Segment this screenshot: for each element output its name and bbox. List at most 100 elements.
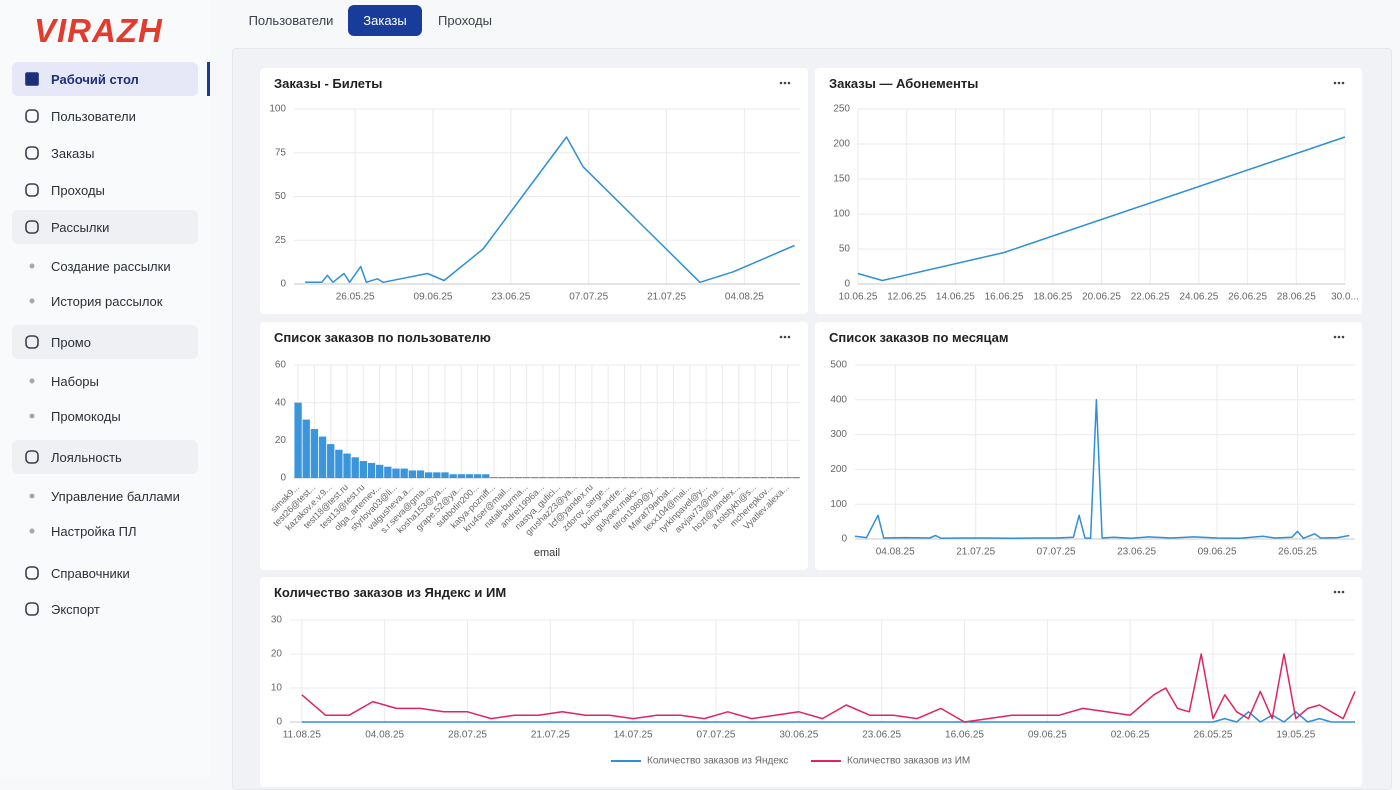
bar <box>555 477 563 478</box>
menu-dot <box>1341 81 1345 85</box>
x-tick-label: 04.08.25 <box>725 292 764 303</box>
menu-dot <box>1337 335 1341 339</box>
series-line <box>301 711 1355 723</box>
nav-item[interactable]: Экспорт <box>12 592 198 626</box>
bar <box>620 477 629 478</box>
nav-icon <box>25 109 39 123</box>
nav-label: Справочники <box>51 565 130 581</box>
y-tick-label: 100 <box>830 499 847 510</box>
x-tick-label: 04.08.25 <box>365 730 404 741</box>
bullet <box>29 493 35 499</box>
nav-item[interactable]: Справочники <box>12 556 198 590</box>
nav-icon <box>25 72 39 86</box>
icon-shape <box>25 566 39 580</box>
tab[interactable]: Пользователи <box>248 13 334 28</box>
series-line <box>301 653 1356 723</box>
y-tick-label: 400 <box>830 394 847 405</box>
nav-item[interactable]: Создание рассылки <box>12 249 198 283</box>
nav-label: Создание рассылки <box>51 258 171 274</box>
nav-item[interactable]: История рассылок <box>12 284 198 318</box>
x-tick-label: 19.05.25 <box>1276 730 1315 741</box>
nav-item[interactable]: Промо <box>12 325 198 359</box>
bar <box>310 429 319 478</box>
x-tick-label: 21.07.25 <box>647 292 686 303</box>
bar <box>547 477 555 478</box>
bar <box>465 474 474 478</box>
x-tick-label: 26.05.25 <box>336 292 375 303</box>
bar <box>629 477 637 478</box>
x-tick-label: 26.06.25 <box>1228 292 1267 303</box>
nav-item[interactable]: Пользователи <box>12 99 198 133</box>
y-tick-label: 25 <box>275 235 287 246</box>
bar <box>718 477 727 478</box>
menu-dot <box>779 81 783 85</box>
bar <box>669 477 678 478</box>
nav-item[interactable]: Рабочий стол <box>12 62 198 96</box>
chart-title: Количество заказов из Яндекс и ИМ <box>274 585 507 600</box>
y-tick-label: 50 <box>839 244 851 255</box>
bar <box>775 477 784 478</box>
bullet <box>29 378 35 384</box>
x-tick-label: 07.07.25 <box>569 292 608 303</box>
bullet-dot <box>29 378 35 384</box>
chart-card: 0 10 20 30 11.08.25 04.08.25 28.07.25 21.07.25 1… <box>260 577 1362 787</box>
bar <box>604 477 612 478</box>
nav-label: Проходы <box>51 182 105 198</box>
x-tick-label: 23.06.25 <box>862 730 901 741</box>
bar <box>686 477 694 478</box>
bar <box>694 477 702 478</box>
icon-shape <box>25 72 39 86</box>
x-tick-label: 21.07.25 <box>531 730 570 741</box>
bar <box>792 477 800 478</box>
chart: 0 100 200 300 400 500 04.08.25 21.07.25 07.07.25… <box>830 335 1355 558</box>
nav-item[interactable]: Лояльность <box>12 440 198 474</box>
bullet <box>29 298 35 304</box>
nav-icon <box>25 450 39 464</box>
tab[interactable]: Заказы <box>348 5 422 36</box>
bar <box>767 477 776 478</box>
bar <box>710 477 718 478</box>
x-tick-label: 02.06.25 <box>1111 730 1150 741</box>
menu-dot <box>1337 81 1341 85</box>
nav-item[interactable]: Заказы <box>12 136 198 170</box>
bar <box>702 477 710 478</box>
bar <box>726 477 735 478</box>
nav-icon <box>25 183 39 197</box>
nav-item[interactable]: Наборы <box>12 364 198 398</box>
nav-item[interactable]: Промокоды <box>12 399 198 433</box>
bullet <box>29 263 35 269</box>
bar <box>441 472 449 478</box>
nav-item[interactable]: Рассылки <box>12 210 198 244</box>
bar <box>294 402 302 478</box>
bullet <box>29 413 35 419</box>
nav-item[interactable]: Управление баллами <box>12 479 198 513</box>
x-tick-label: 28.06.25 <box>1277 292 1316 303</box>
legend-label: Количество заказов из Яндекс <box>647 756 788 767</box>
active-indicator <box>207 62 210 96</box>
x-tick-label: 23.06.25 <box>1117 547 1156 558</box>
chart-card: 0 20 40 60 simak9... test26@test... kazakov.e.… <box>260 322 808 570</box>
bar <box>457 474 465 478</box>
bar <box>473 474 482 478</box>
menu-dot <box>1337 590 1341 594</box>
bar <box>490 477 498 478</box>
nav-item[interactable]: Настройка ПЛ <box>12 514 198 548</box>
tab[interactable]: Проходы <box>438 13 492 28</box>
nav-item[interactable]: Проходы <box>12 173 198 207</box>
chart-card: 0 100 200 300 400 500 04.08.25 21.07.25 07.07.25… <box>815 322 1362 570</box>
nav-label: Лояльность <box>51 449 122 465</box>
menu-dot <box>779 335 783 339</box>
bar <box>343 453 351 478</box>
x-tick-label: 23.06.25 <box>491 292 530 303</box>
x-tick-label: 14.07.25 <box>614 730 653 741</box>
series-line <box>857 136 1346 282</box>
bullet-dot <box>29 298 35 304</box>
bar <box>424 472 433 478</box>
x-tick-label: 28.07.25 <box>448 730 487 741</box>
bar <box>653 477 661 478</box>
x-tick-label: 26.05.25 <box>1194 730 1233 741</box>
x-tick-label: 09.06.25 <box>414 292 453 303</box>
chart-card: 0 25 50 75 100 26.05.25 09.06.25 23.06.25 07.07.… <box>260 68 808 314</box>
menu-dot <box>1333 335 1337 339</box>
bar <box>384 466 392 478</box>
